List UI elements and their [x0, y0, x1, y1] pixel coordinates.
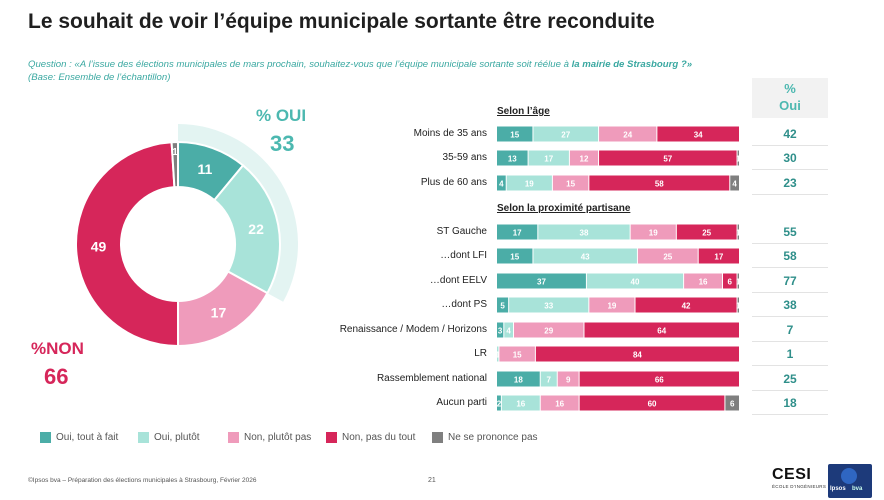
non-total-label: %NON	[31, 339, 84, 358]
pct-oui-separator	[752, 390, 828, 391]
donut-slice-label: 22	[248, 221, 264, 237]
cesi-logo-subtitle: ÉCOLE D’INGÉNIEURS	[772, 484, 827, 489]
pct-oui-value: 55	[783, 225, 797, 239]
pct-oui-separator	[752, 365, 828, 366]
donut-slice-label: 49	[91, 238, 107, 254]
pct-oui-separator	[752, 145, 828, 146]
ipsos-logo-text: Ipsos	[830, 486, 846, 492]
legend-swatch	[432, 432, 443, 443]
oui-total-label: % OUI	[256, 106, 307, 125]
legend-label: Oui, plutôt	[154, 432, 200, 443]
legend-item-oui-tout-a-fait: Oui, tout à fait	[40, 432, 118, 443]
pct-oui-separator	[752, 243, 828, 244]
bar-category-label: Aucun parti	[436, 397, 487, 408]
bar-category-label: …dont PS	[441, 299, 487, 310]
donut-slice	[75, 141, 179, 348]
donut-slice-label: 1	[172, 147, 178, 158]
pct-oui-value: 38	[783, 298, 797, 312]
bar-category-label: …dont LFI	[440, 250, 487, 261]
ipsos-bva-logo: Ipsos bva	[828, 464, 872, 498]
question-text: Question : «A l’issue des élections muni…	[28, 59, 692, 71]
pct-oui-separator	[752, 292, 828, 293]
bar-category-label: Rassemblement national	[376, 373, 487, 384]
pct-oui-value: 25	[783, 372, 797, 386]
pct-oui-value: 7	[786, 323, 794, 337]
donut-slice	[170, 140, 179, 189]
ipsos-logo-circle	[841, 468, 857, 484]
legend-label: Oui, tout à fait	[56, 432, 119, 443]
legend-label: Non, plutôt pas	[244, 432, 312, 443]
pct-oui-value: 30	[783, 151, 797, 165]
donut-slice-label: 17	[211, 304, 227, 320]
pct-oui-header: % Oui	[752, 80, 828, 114]
pct-oui-header-bg	[752, 78, 828, 118]
non-total-value: 66	[44, 364, 69, 389]
bar-category-label: ST Gauche	[436, 226, 487, 237]
cesi-logo: CESI	[772, 466, 812, 483]
pct-oui-separator	[752, 194, 828, 195]
pct-oui-value: 1	[786, 347, 794, 361]
legend-item-oui-plutot: Oui, plutôt	[138, 432, 200, 443]
pct-oui-separator	[752, 316, 828, 317]
oui-highlight-band	[178, 124, 299, 302]
legend-label: Non, pas du tout	[342, 432, 416, 443]
pct-oui-header-line2: Oui	[779, 98, 801, 113]
legend-item-nsp: Ne se prononce pas	[432, 432, 538, 443]
page-number: 21	[428, 477, 436, 484]
legend-item-non-plutot-pas: Non, plutôt pas	[228, 432, 311, 443]
page-title: Le souhait de voir l’équipe municipale s…	[28, 10, 655, 33]
oui-total-value: 33	[270, 131, 295, 156]
donut-slice-label: 11	[198, 161, 213, 177]
pct-oui-separator	[752, 341, 828, 342]
pct-oui-value: 18	[783, 396, 797, 410]
bar-category-label: 35-59 ans	[442, 152, 487, 163]
legend-swatch	[326, 432, 337, 443]
pct-oui-value: 77	[783, 274, 797, 288]
section-title-party: Selon la proximité partisane	[497, 203, 631, 214]
pct-oui-header-line1: %	[784, 81, 796, 96]
bva-logo-text: bva	[852, 486, 863, 492]
bar-category-label: Moins de 35 ans	[413, 128, 487, 139]
legend-swatch	[40, 432, 51, 443]
footer-text: ©Ipsos bva – Préparation des élections m…	[28, 477, 257, 484]
pct-oui-value: 23	[783, 176, 797, 190]
base-text: (Base: Ensemble de l’échantillon)	[28, 72, 171, 83]
pct-oui-value: 42	[783, 127, 797, 141]
bar-category-label: Plus de 60 ans	[420, 177, 487, 188]
bar-category-label: Renaissance / Modem / Horizons	[339, 324, 487, 335]
legend-swatch	[228, 432, 239, 443]
bar-category-label: LR	[474, 348, 487, 359]
legend-item-non-pas-du-tout: Non, pas du tout	[326, 432, 415, 443]
pct-oui-separator	[752, 267, 828, 268]
pct-oui-separator	[752, 169, 828, 170]
question-prefix: Question : «A l’issue des élections muni…	[28, 59, 572, 70]
pct-oui-value: 58	[783, 249, 797, 263]
legend-swatch	[138, 432, 149, 443]
legend-label: Ne se prononce pas	[448, 432, 538, 443]
bar-category-label: …dont EELV	[429, 275, 487, 286]
question-emphasis: la mairie de Strasbourg ?»	[571, 59, 693, 70]
pct-oui-separator	[752, 414, 828, 415]
section-title-age: Selon l’âge	[497, 106, 550, 117]
